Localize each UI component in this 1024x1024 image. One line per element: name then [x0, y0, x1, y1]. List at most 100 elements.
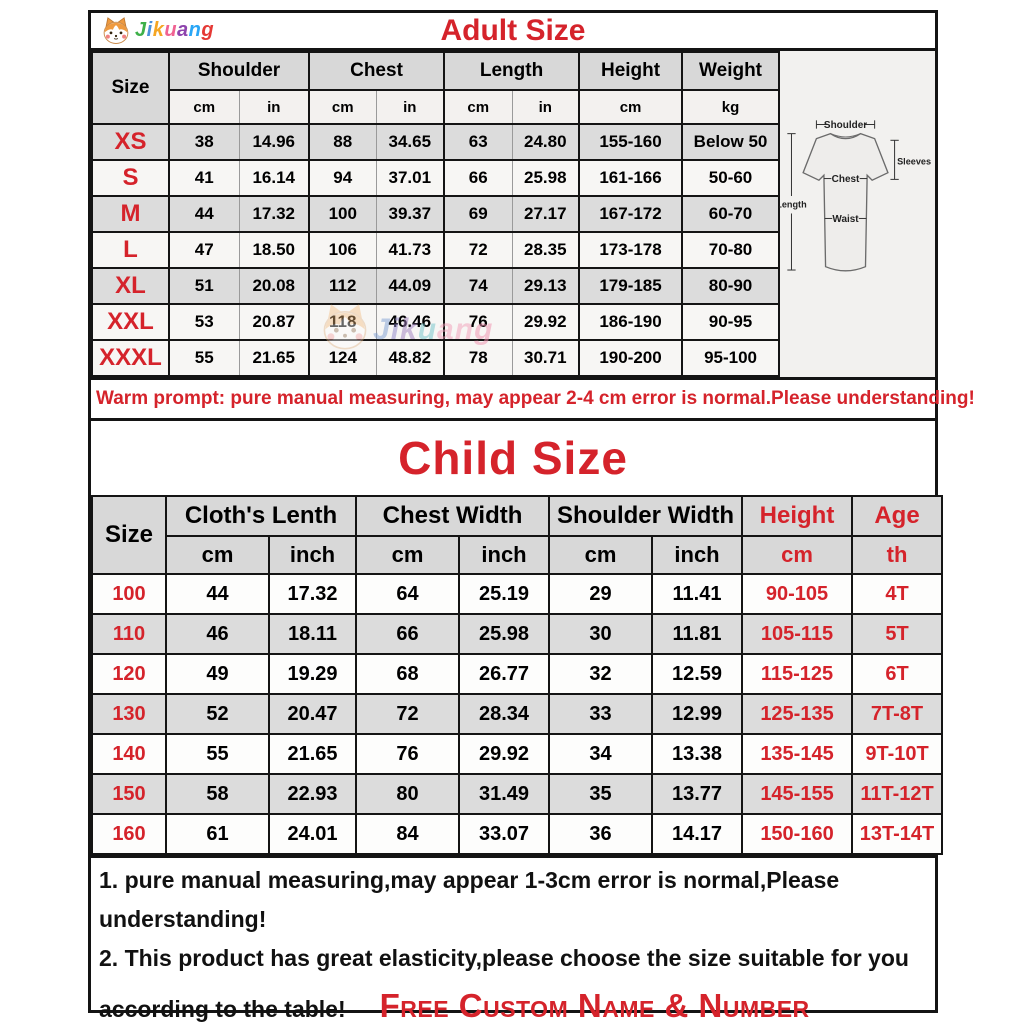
header-row: Adult Size Jiku	[91, 13, 935, 51]
value-cell: 68	[355, 653, 461, 695]
value-cell: 105-115	[741, 613, 854, 655]
value-cell: 74	[443, 267, 513, 305]
brand-letter: a	[177, 19, 189, 41]
length-label: Length	[779, 200, 807, 210]
value-cell: 112	[308, 267, 377, 305]
unit-cm: cm	[308, 89, 377, 125]
adult-size-row: S 41 16.14 94 37.01 66 25.98 161-166 50-60	[91, 159, 781, 197]
value-cell: 55	[165, 733, 270, 775]
value-cell: 29.92	[458, 733, 551, 775]
value-cell: 6T	[851, 653, 944, 695]
value-cell: 29.13	[511, 267, 581, 305]
value-cell: 78	[443, 339, 513, 377]
value-cell: 115-125	[741, 653, 854, 695]
value-cell: 155-160	[578, 123, 684, 161]
unit-inch: inch	[267, 535, 358, 575]
row-label-cell: S	[91, 159, 170, 197]
row-label-cell: XXXL	[91, 339, 170, 377]
adult-col-size: Size	[91, 51, 170, 125]
adult-table-body: XS 38 14.96 88 34.65 63 24.80 155-160 Below 50 S 4…	[91, 123, 781, 377]
sleeves-measure-line	[889, 139, 899, 180]
value-cell: 24.80	[511, 123, 581, 161]
unit-kg: kg	[681, 89, 781, 125]
value-cell: 20.87	[238, 303, 310, 341]
value-cell: 80	[355, 773, 461, 815]
child-size-row: 100 44 17.32 64 25.19 29 11.41 90-105 4T	[91, 573, 944, 615]
unit-in: in	[511, 89, 581, 125]
adult-units-row: cm in cm in cm in cm kg	[92, 89, 781, 125]
adult-section: Size Shoulder Chest Length Height Weight…	[91, 51, 935, 377]
adult-size-row: XXL 53 20.87 118 46.46 76 29.92 186-190 90-95	[91, 303, 781, 341]
value-cell: 27.17	[511, 195, 581, 233]
value-cell: 39.37	[375, 195, 446, 233]
adult-col-weight: Weight	[681, 51, 781, 91]
value-cell: 55	[168, 339, 240, 377]
value-cell: 53	[168, 303, 240, 341]
value-cell: 100	[308, 195, 377, 233]
value-cell: 125-135	[741, 693, 854, 735]
tshirt-diagram-svg: Shoulder Sleeves Chest	[779, 120, 931, 272]
value-cell: 94	[308, 159, 377, 197]
value-cell: 90-95	[681, 303, 781, 341]
value-cell: 48.82	[375, 339, 446, 377]
value-cell: 61	[165, 813, 270, 855]
value-cell: 41.73	[375, 231, 446, 269]
value-cell: 26.77	[458, 653, 551, 695]
chest-label: Chest	[831, 174, 859, 185]
value-cell: 106	[308, 231, 377, 269]
value-cell: 95-100	[681, 339, 781, 377]
unit-cm: cm	[741, 535, 854, 575]
brand-letter: i	[146, 19, 153, 41]
value-cell: 29.92	[511, 303, 581, 341]
row-label-cell: M	[91, 195, 170, 233]
adult-col-height: Height	[578, 51, 684, 91]
brand-letter: g	[201, 19, 215, 41]
value-cell: 28.35	[511, 231, 581, 269]
value-cell: 11.81	[651, 613, 744, 655]
value-cell: 25.98	[458, 613, 551, 655]
value-cell: 41	[168, 159, 240, 197]
value-cell: 66	[355, 613, 461, 655]
size-chart-sheet: Adult Size Jiku	[88, 10, 975, 1024]
value-cell: 90-105	[741, 573, 854, 615]
value-cell: 44	[168, 195, 240, 233]
value-cell: 34.65	[375, 123, 446, 161]
adult-size-row: XS 38 14.96 88 34.65 63 24.80 155-160 Below 50	[91, 123, 781, 161]
child-units-row: cm inch cm inch cm inch cm th	[92, 535, 944, 575]
value-cell: 24.01	[267, 813, 358, 855]
value-cell: 11.41	[651, 573, 744, 615]
row-label-cell: XL	[91, 267, 170, 305]
row-label-cell: 140	[91, 733, 167, 775]
tshirt-outline	[801, 132, 889, 272]
value-cell: 72	[443, 231, 513, 269]
value-cell: 21.65	[267, 733, 358, 775]
row-label-cell: 150	[91, 773, 167, 815]
value-cell: 14.17	[651, 813, 744, 855]
value-cell: 52	[165, 693, 270, 735]
brand-letter: n	[188, 19, 202, 41]
value-cell: 13T-14T	[851, 813, 944, 855]
child-size-row: 140 55 21.65 76 29.92 34 13.38 135-145 9T-10T	[91, 733, 944, 775]
child-col-size: Size	[91, 495, 167, 575]
value-cell: 167-172	[578, 195, 684, 233]
value-cell: 58	[165, 773, 270, 815]
value-cell: 13.38	[651, 733, 744, 775]
unit-in: in	[238, 89, 310, 125]
value-cell: 25.19	[458, 573, 551, 615]
child-col-chest-width: Chest Width	[355, 495, 551, 537]
bottom-notes: 1. pure manual measuring,may appear 1-3c…	[91, 855, 935, 1024]
adult-header-row: Size Shoulder Chest Length Height Weight	[91, 51, 781, 125]
row-label-cell: XS	[91, 123, 170, 161]
value-cell: 17.32	[238, 195, 310, 233]
value-cell: Below 50	[681, 123, 781, 161]
value-cell: 47	[168, 231, 240, 269]
value-cell: 64	[355, 573, 461, 615]
value-cell: 18.50	[238, 231, 310, 269]
value-cell: 44	[165, 573, 270, 615]
unit-th: th	[851, 535, 944, 575]
value-cell: 161-166	[578, 159, 684, 197]
unit-in: in	[375, 89, 446, 125]
value-cell: 9T-10T	[851, 733, 944, 775]
adult-size-title: Adult Size	[440, 13, 586, 47]
